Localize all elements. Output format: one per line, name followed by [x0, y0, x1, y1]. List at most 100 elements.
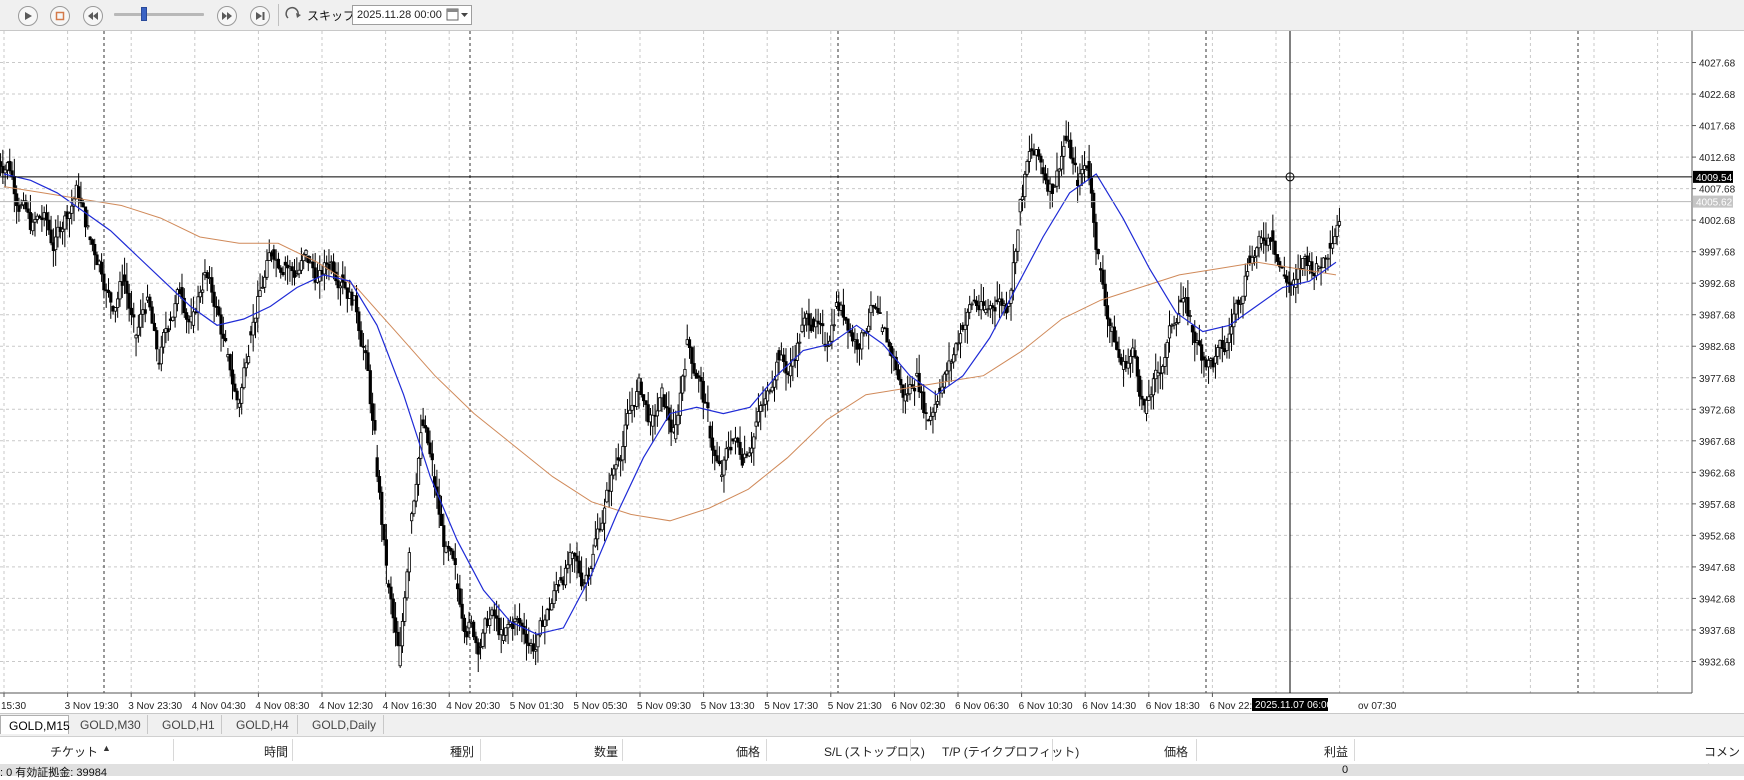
candle-body — [1126, 362, 1130, 369]
equity-text: : 0 有効証拠金: 39984 — [0, 767, 107, 779]
price-tick-label: 3967.68 — [1699, 437, 1736, 448]
candle-body — [924, 412, 928, 414]
candle-body — [945, 370, 949, 375]
column-ticket[interactable]: チケット — [50, 745, 99, 759]
candle-body — [1170, 324, 1174, 327]
account-status-row[interactable]: : 0 有効証拠金: 39984 0 — [0, 764, 1744, 779]
candle-body — [373, 420, 377, 431]
candle-body — [885, 327, 889, 343]
candle-body — [331, 261, 336, 273]
candle-body — [155, 330, 159, 350]
time-tick-label: 6 Nov 06:30 — [955, 701, 1009, 712]
fast-forward-icon[interactable] — [217, 6, 237, 26]
column-price[interactable]: 価格 — [736, 745, 761, 759]
candle-body — [1225, 342, 1229, 351]
play-icon[interactable] — [18, 6, 38, 26]
candle-body — [1057, 168, 1061, 172]
candle-body — [276, 258, 281, 269]
candle-body — [380, 491, 384, 525]
column-stop-loss[interactable]: S/L (ストップロス) — [824, 745, 925, 759]
tab-gold-daily[interactable]: GOLD,Daily — [304, 715, 384, 734]
candle-body — [681, 375, 685, 394]
column-current-price[interactable]: 価格 — [1164, 745, 1189, 759]
candle-body — [235, 390, 239, 401]
candle-body — [513, 618, 517, 623]
speed-slider-thumb[interactable] — [141, 7, 147, 21]
candle-body — [1163, 357, 1167, 367]
price-tick-label: 3962.68 — [1699, 468, 1736, 479]
candle-body — [1321, 257, 1325, 269]
candle-body — [772, 379, 777, 388]
candle-body — [912, 387, 917, 392]
candle-body — [364, 350, 368, 354]
candle-body — [295, 273, 299, 276]
candle-body — [579, 572, 584, 587]
candle-body — [336, 280, 340, 289]
rewind-icon[interactable] — [83, 6, 103, 26]
time-tick-label: 5 Nov 17:30 — [764, 701, 818, 712]
candle-body — [389, 586, 393, 600]
column-take-profit[interactable]: T/P (テイクプロフィット) — [942, 745, 1080, 759]
candle-body — [1020, 196, 1025, 201]
column-type[interactable]: 種別 — [450, 745, 475, 759]
candle-body — [697, 375, 701, 378]
column-profit[interactable]: 利益 — [1324, 745, 1349, 759]
candle-body — [1023, 173, 1027, 198]
price-tick-label: 4002.68 — [1699, 216, 1736, 227]
candle-body — [488, 618, 492, 626]
candle-body — [467, 621, 471, 629]
candle-body — [210, 277, 214, 293]
candle-body — [1190, 324, 1195, 333]
candle-body — [713, 449, 717, 457]
crosshair: 4009.54 2025.11.07 06:00 — [0, 31, 1733, 711]
stop-icon[interactable] — [50, 6, 70, 26]
candle-body — [370, 403, 375, 421]
candle-body — [669, 419, 673, 433]
price-chart[interactable]: 4027.68 4022.68 4017.68 4012.68 4007.68 4002.… — [0, 31, 1744, 713]
candle-body — [180, 287, 184, 299]
candle-body — [1275, 254, 1280, 262]
tab-gold-m30[interactable]: GOLD,M30 — [72, 715, 148, 734]
price-tick-label: 3942.68 — [1699, 594, 1736, 605]
price-tick-label: 3937.68 — [1699, 626, 1736, 637]
sort-asc-icon: ▲ — [102, 743, 111, 753]
speed-slider-track[interactable] — [114, 13, 204, 16]
candle-body — [263, 276, 267, 288]
skip-icon[interactable] — [284, 6, 304, 29]
skip-end-icon[interactable] — [250, 6, 270, 26]
candle-body — [1018, 199, 1022, 213]
candle-body — [0, 161, 3, 167]
calendar-icon[interactable] — [445, 6, 471, 24]
candle-body — [846, 318, 850, 331]
candle-body — [1080, 169, 1084, 175]
candle-body — [313, 267, 317, 283]
candle-body — [152, 322, 157, 331]
candle-body — [246, 356, 251, 364]
candle-body — [619, 459, 623, 462]
candle-body — [1197, 340, 1201, 346]
tab-gold-h1[interactable]: GOLD,H1 — [154, 715, 222, 734]
candle-body — [1000, 298, 1004, 306]
skip-date-field[interactable]: 2025.11.28 00:00 — [352, 5, 472, 25]
candle-body — [887, 341, 891, 347]
candle-body — [1094, 222, 1098, 250]
candle-body — [1105, 305, 1110, 320]
candle-body — [715, 455, 719, 462]
candle-body — [224, 338, 228, 342]
candle-body — [506, 624, 510, 629]
tab-gold-m15[interactable]: GOLD,M15 — [0, 715, 70, 734]
candle-body — [31, 221, 35, 232]
candle-body — [1245, 271, 1250, 277]
candle-body — [876, 307, 880, 313]
candle-body — [1011, 262, 1015, 291]
candle-body — [993, 307, 997, 312]
tab-gold-h4[interactable]: GOLD,H4 — [228, 715, 298, 734]
plot-area[interactable] — [0, 31, 1692, 693]
candle-body — [552, 590, 556, 605]
candle-body — [357, 311, 361, 332]
skip-label[interactable]: スキップ — [307, 9, 356, 23]
candles — [0, 120, 1342, 673]
candle-body — [910, 384, 914, 389]
column-volume[interactable]: 数量 — [594, 745, 619, 759]
column-time[interactable]: 時間 — [264, 745, 289, 759]
